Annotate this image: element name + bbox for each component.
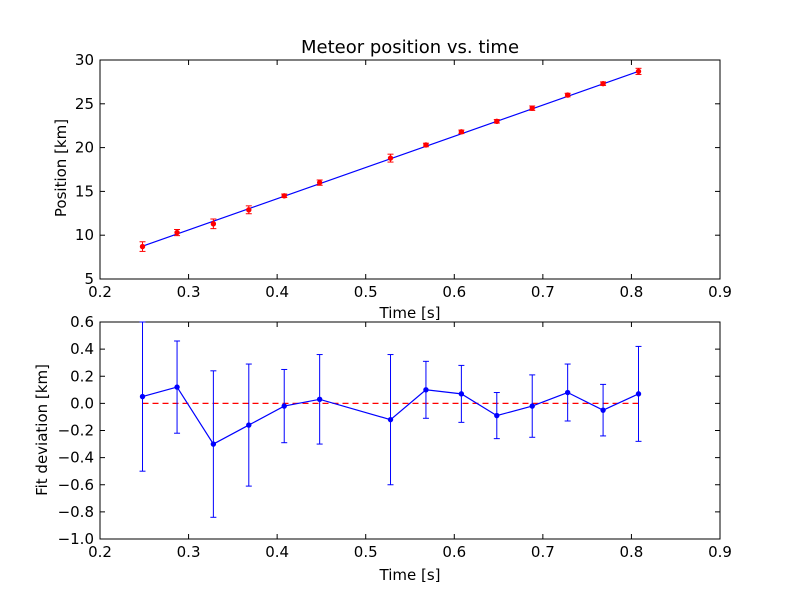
top-plot-frame	[99, 59, 721, 280]
bottom-x-axis-label: Time [s]	[379, 566, 441, 584]
position-data-point	[494, 118, 500, 125]
top-y-axis-label: Position [km]	[52, 119, 70, 217]
deviation-data-point	[210, 441, 217, 447]
bottom-x-tick-label: 0.2	[88, 543, 112, 561]
position-data-point	[564, 92, 571, 98]
deviation-data-point	[635, 391, 642, 397]
top-x-tick-label: 0.5	[354, 283, 378, 301]
deviation-data-point	[494, 412, 500, 419]
bottom-x-tick-label: 0.6	[442, 543, 466, 561]
top-y-tick-label: 15	[75, 182, 94, 200]
bottom-y-tick-label: −0.4	[58, 449, 94, 467]
bottom-y-tick-label: −0.8	[58, 503, 94, 521]
position-data-point	[246, 207, 252, 213]
bottom-y-axis-label: Fit deviation [km]	[33, 364, 51, 496]
bottom-x-tick-label: 0.7	[531, 543, 555, 561]
deviation-data-point	[139, 393, 146, 400]
deviation-data-point	[600, 407, 606, 413]
top-x-tick-label: 0.9	[708, 283, 732, 301]
position-data-point	[139, 243, 146, 250]
bottom-y-tick-label: −1.0	[58, 530, 94, 548]
top-y-tick-label: 20	[75, 139, 94, 157]
bottom-y-tick-label: 0.2	[70, 367, 94, 385]
deviation-data-point	[246, 422, 252, 428]
position-data-point	[387, 155, 394, 161]
deviation-data-point	[174, 384, 180, 390]
deviation-series-line	[142, 386, 639, 445]
bottom-y-tick-label: 0.6	[70, 313, 94, 331]
top-x-axis-label: Time [s]	[379, 304, 441, 322]
deviation-data-point	[423, 387, 429, 393]
top-x-tick-label: 0.2	[88, 283, 112, 301]
top-x-tick-label: 0.8	[619, 283, 643, 301]
deviation-data-point	[458, 391, 465, 397]
bottom-x-tick-label: 0.3	[177, 543, 201, 561]
position-data-point	[458, 129, 465, 135]
bottom-x-tick-label: 0.5	[354, 543, 378, 561]
position-data-point	[210, 221, 217, 227]
bottom-x-tick-label: 0.4	[265, 543, 289, 561]
deviation-data-point	[316, 396, 323, 403]
deviation-data-point	[281, 403, 287, 409]
bottom-y-tick-label: 0.0	[70, 394, 94, 412]
bottom-y-tick-label: 0.4	[70, 340, 94, 358]
top-x-tick-label: 0.7	[531, 283, 555, 301]
bottom-x-tick-label: 0.8	[619, 543, 643, 561]
top-y-tick-label: 5	[84, 270, 94, 288]
bottom-y-tick-label: −0.6	[58, 476, 94, 494]
top-x-tick-label: 0.6	[442, 283, 466, 301]
position-data-point	[635, 68, 642, 75]
top-x-tick-label: 0.4	[265, 283, 289, 301]
top-x-tick-label: 0.3	[177, 283, 201, 301]
position-data-point	[529, 105, 535, 111]
deviation-data-point	[387, 416, 394, 423]
position-data-point	[423, 142, 429, 148]
position-data-point	[281, 193, 287, 199]
bottom-plot-frame	[99, 321, 721, 540]
position-data-point	[600, 80, 606, 87]
deviation-data-point	[529, 403, 535, 409]
bottom-chart-axes: 0.2 0.3 0.4 0.5 0.6 0.7 0.8 0.9 −1.0 −0.8 −0.6 −0.4…	[58, 313, 732, 561]
top-chart-axes: 0.2 0.3 0.4 0.5 0.6 0.7 0.8 0.9 5 10 15 20 25 30	[75, 51, 732, 301]
bottom-x-tick-label: 0.9	[708, 543, 732, 561]
top-y-tick-label: 25	[75, 95, 94, 113]
position-data-point	[316, 179, 323, 186]
bottom-y-tick-label: −0.2	[58, 422, 94, 440]
deviation-data-point	[564, 389, 571, 396]
chart-title: Meteor position vs. time	[301, 37, 519, 58]
top-y-tick-label: 10	[75, 226, 94, 244]
top-y-tick-label: 30	[75, 51, 94, 69]
position-data-point	[174, 229, 180, 236]
